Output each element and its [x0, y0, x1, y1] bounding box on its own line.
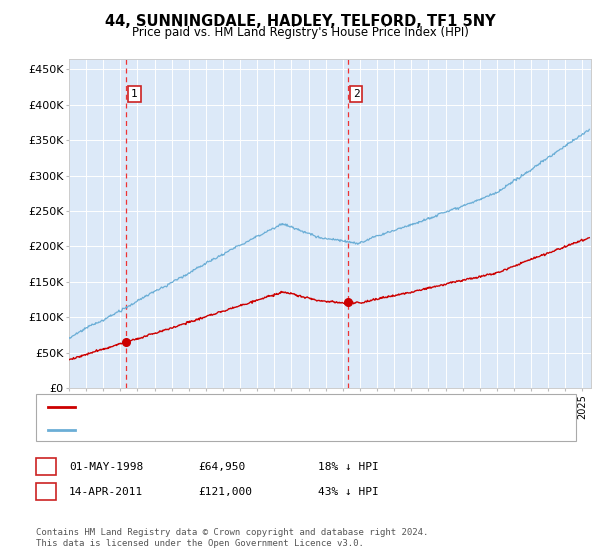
Text: Contains HM Land Registry data © Crown copyright and database right 2024.
This d: Contains HM Land Registry data © Crown c… — [36, 528, 428, 548]
Text: 18% ↓ HPI: 18% ↓ HPI — [318, 461, 379, 472]
Text: 44, SUNNINGDALE, HADLEY, TELFORD, TF1 5NY (detached house): 44, SUNNINGDALE, HADLEY, TELFORD, TF1 5N… — [78, 402, 440, 412]
Text: 44, SUNNINGDALE, HADLEY, TELFORD, TF1 5NY: 44, SUNNINGDALE, HADLEY, TELFORD, TF1 5N… — [104, 14, 496, 29]
Text: 1: 1 — [43, 461, 49, 472]
Text: 1: 1 — [131, 89, 138, 99]
Text: 14-APR-2011: 14-APR-2011 — [69, 487, 143, 497]
Text: Price paid vs. HM Land Registry's House Price Index (HPI): Price paid vs. HM Land Registry's House … — [131, 26, 469, 39]
Text: £121,000: £121,000 — [198, 487, 252, 497]
Text: HPI: Average price, detached house, Telford and Wrekin: HPI: Average price, detached house, Telf… — [78, 425, 415, 435]
Text: 01-MAY-1998: 01-MAY-1998 — [69, 461, 143, 472]
Text: 2: 2 — [353, 89, 359, 99]
Text: £64,950: £64,950 — [198, 461, 245, 472]
Text: 43% ↓ HPI: 43% ↓ HPI — [318, 487, 379, 497]
Text: 2: 2 — [43, 487, 49, 497]
